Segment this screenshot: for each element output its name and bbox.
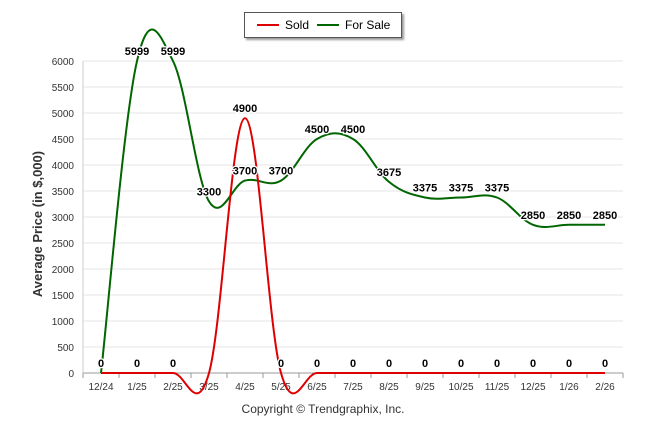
legend-item-sold[interactable]: Sold [257, 18, 309, 32]
x-tick-label: 6/25 [307, 382, 327, 393]
legend: Sold For Sale [244, 12, 402, 38]
y-tick-label: 4500 [52, 135, 75, 146]
x-tick-label: 1/26 [559, 382, 579, 393]
x-tick-label: 3/25 [199, 382, 219, 393]
y-tick-label: 3000 [52, 213, 75, 224]
legend-swatch-for-sale [317, 24, 339, 26]
y-tick-labels: 0 500 1000 1500 2000 2500 3000 3500 4000 4500 5000… [52, 57, 75, 380]
x-tick-label: 11/25 [485, 382, 510, 393]
legend-label-sold: Sold [285, 18, 310, 32]
x-tick-label: 4/25 [235, 382, 255, 393]
data-label: 0 [602, 358, 608, 370]
y-tick-label: 2000 [52, 265, 75, 276]
data-label: 2850 [521, 210, 545, 222]
data-label: 0 [98, 358, 104, 370]
y-tick-label: 4000 [52, 161, 75, 172]
legend-item-for-sale[interactable]: For Sale [317, 18, 390, 32]
legend-swatch-sold [257, 24, 279, 26]
data-label: 3300 [197, 186, 221, 198]
x-tick-label: 8/25 [379, 382, 399, 393]
data-label: 0 [530, 358, 536, 370]
x-tick-label: 12/25 [520, 382, 545, 393]
y-tick-label: 1500 [52, 291, 75, 302]
data-label: 3375 [485, 183, 509, 195]
data-label: 4500 [341, 124, 365, 136]
y-tick-label: 0 [68, 369, 74, 380]
data-label: 4900 [233, 103, 257, 115]
data-label: 0 [386, 358, 392, 370]
data-label: 0 [134, 358, 140, 370]
x-tick-label: 12/24 [88, 382, 113, 393]
data-labels: 0 0 0 4900 0 0 0 0 0 0 0 0 0 0 5999 5999 3300 3700 3700 450… [97, 45, 619, 371]
data-label: 3700 [233, 166, 257, 178]
data-label: 0 [422, 358, 428, 370]
data-label: 3375 [449, 183, 473, 195]
data-label: 3700 [269, 166, 293, 178]
series-line-for-sale[interactable] [100, 28, 605, 374]
data-label: 2850 [557, 210, 581, 222]
y-tick-label: 6000 [52, 57, 75, 68]
data-label: 0 [566, 358, 572, 370]
data-label: 0 [314, 358, 320, 370]
copyright-text: Copyright © Trendgraphix, Inc. [241, 402, 405, 416]
legend-label-for-sale: For Sale [345, 18, 391, 32]
x-tick-label: 10/25 [448, 382, 473, 393]
data-label: 0 [278, 358, 284, 370]
data-label: 3675 [377, 167, 401, 179]
y-axis-label: Average Price (in $,000) [30, 151, 45, 297]
data-label: 3375 [413, 183, 437, 195]
x-tick-label: 2/25 [163, 382, 183, 393]
data-label: 0 [494, 358, 500, 370]
data-label: 2850 [593, 210, 617, 222]
y-tick-label: 5000 [52, 109, 75, 120]
y-tick-label: 5500 [52, 83, 75, 94]
series-lines [100, 28, 605, 395]
data-label: 0 [350, 358, 356, 370]
series-line-sold[interactable] [101, 117, 605, 395]
x-tick-label: 1/25 [127, 382, 147, 393]
x-tick-label: 2/26 [595, 382, 615, 393]
y-tick-label: 3500 [52, 187, 75, 198]
y-tick-label: 1000 [52, 317, 75, 328]
data-label: 0 [170, 358, 176, 370]
data-label: 5999 [161, 46, 185, 58]
y-tick-label: 2500 [52, 239, 75, 250]
data-label: 0 [458, 358, 464, 370]
data-label: 5999 [125, 46, 149, 58]
x-tick-label: 5/25 [271, 382, 291, 393]
y-tick-label: 500 [57, 343, 74, 354]
x-tick-labels: 12/24 1/25 2/25 3/25 4/25 5/25 6/25 7/25 8/25 9/2… [88, 382, 615, 393]
x-tick-label: 7/25 [343, 382, 363, 393]
grid-lines [83, 60, 623, 348]
x-tick-label: 9/25 [415, 382, 435, 393]
data-label: 4500 [305, 124, 329, 136]
